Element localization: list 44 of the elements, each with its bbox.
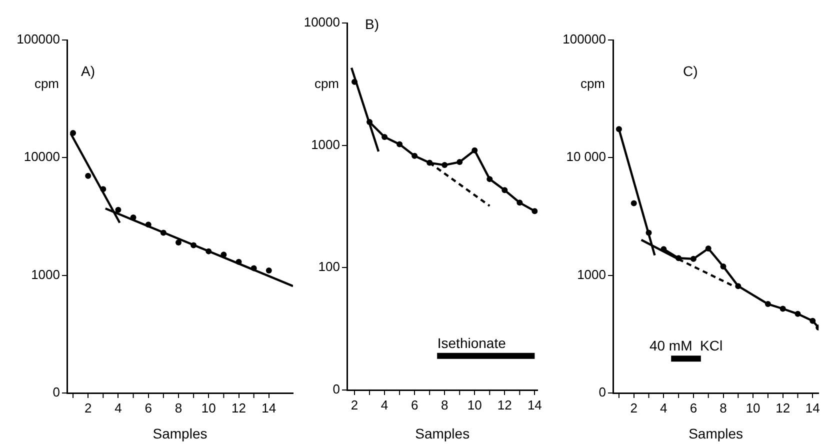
y-tick-label: 10 000 [566,149,606,164]
x-tick-label: 2 [350,397,358,412]
x-tick-label: 4 [114,400,122,416]
x-tick-label: 14 [805,400,820,416]
x-tick-label: 6 [410,397,418,412]
x-tick-label: 14 [527,397,542,412]
x-axis-title: Samples [152,425,208,442]
x-tick-label: 10 [467,397,482,412]
y-axis-title: cpm [314,76,339,92]
x-tick-label: 6 [690,400,698,416]
x-tick-label: 4 [660,400,668,416]
x-tick-label: 10 [746,400,760,416]
x-tick-label: 6 [144,400,152,416]
x-tick-label: 8 [720,400,727,416]
annotation: Isethionate [437,334,506,351]
x-tick-label: 8 [174,400,182,416]
x-tick-label: 12 [497,397,512,412]
x-tick-label: 8 [440,397,448,412]
text: C) [683,62,698,79]
y-axis-title: cpm [34,76,59,92]
chart-title: B) [365,16,379,32]
x-tick-label: 12 [232,400,246,416]
x-tick-label: 2 [84,400,92,416]
x-tick-label: 2 [630,400,638,416]
x-axis-title: Samples [688,425,744,442]
text: A) [81,62,95,79]
y-tick-label: 1000 [31,266,60,282]
x-tick-label: 10 [201,400,216,416]
y-tick-label: 100000 [562,32,606,47]
x-tick-label: 14 [262,400,276,416]
y-tick-label: 10000 [304,14,340,30]
x-tick-label: 4 [380,397,388,412]
x-tick-label: 12 [776,400,790,416]
y-tick-label: 0 [598,384,606,400]
y-tick-label: 100 [318,259,340,274]
y-tick-label: 1000 [311,136,340,152]
y-tick-label: 0 [332,382,340,397]
y-tick-label: 0 [52,384,60,400]
y-axis-title: cpm [580,76,605,92]
annotation: 40 mM KCl [649,337,723,354]
x-axis-title: Samples [415,425,470,442]
y-tick-label: 1000 [577,266,606,282]
y-tick-label: 10000 [24,149,60,164]
y-tick-label: 100000 [16,32,60,47]
